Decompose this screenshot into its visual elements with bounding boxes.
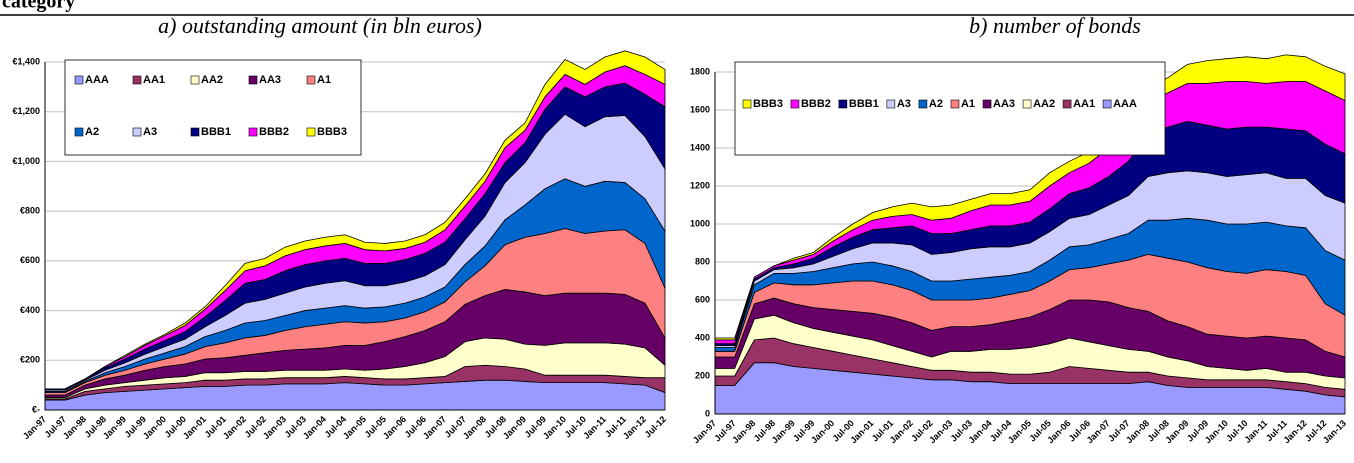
legend-label: A1 bbox=[961, 98, 975, 110]
legend-label: BBB1 bbox=[849, 98, 879, 110]
legend-label: A3 bbox=[897, 98, 911, 110]
y-tick-label: 0 bbox=[705, 408, 710, 418]
x-tick-label: Jan-97 bbox=[21, 414, 48, 441]
legend-swatch bbox=[886, 99, 896, 109]
legend-label: AAA bbox=[85, 74, 109, 86]
legend-label: AA1 bbox=[1073, 98, 1095, 110]
legend-swatch bbox=[1022, 99, 1032, 109]
y-tick-label: 1400 bbox=[690, 142, 710, 152]
legend-swatch bbox=[838, 99, 848, 109]
legend-swatch bbox=[982, 99, 992, 109]
legend-label: A2 bbox=[85, 126, 99, 138]
x-tick-label: Jan-11 bbox=[581, 414, 608, 441]
legend-label: AA2 bbox=[1033, 98, 1055, 110]
legend-swatch bbox=[132, 75, 142, 85]
area bbox=[714, 54, 1346, 341]
x-tick-label: Jan-97 bbox=[691, 418, 718, 445]
legend-label: A3 bbox=[143, 126, 157, 138]
y-tick-label: 200 bbox=[695, 370, 710, 380]
legend-label: A1 bbox=[317, 74, 331, 86]
legend-swatch bbox=[248, 75, 258, 85]
legend-swatch bbox=[1102, 99, 1112, 109]
legend-swatch bbox=[918, 99, 928, 109]
y-tick-label: 1800 bbox=[690, 66, 710, 76]
legend-swatch bbox=[190, 127, 200, 137]
legend-swatch bbox=[1062, 99, 1072, 109]
y-tick-label: 600 bbox=[695, 294, 710, 304]
y-tick-label: €400 bbox=[20, 305, 40, 315]
legend-swatch bbox=[190, 75, 200, 85]
legend-label: AA2 bbox=[201, 74, 223, 86]
legend-swatch bbox=[306, 75, 316, 85]
y-tick-label: €1,200 bbox=[12, 106, 40, 116]
y-tick-label: €- bbox=[32, 404, 40, 414]
y-tick-label: 1000 bbox=[690, 218, 710, 228]
legend-swatch bbox=[950, 99, 960, 109]
legend-swatch bbox=[74, 127, 84, 137]
y-tick-label: €200 bbox=[20, 355, 40, 365]
legend-label: BBB3 bbox=[317, 126, 347, 138]
chart-title: b) number of bonds bbox=[969, 13, 1141, 38]
y-tick-label: €1,000 bbox=[12, 156, 40, 166]
y-tick-label: 800 bbox=[695, 256, 710, 266]
legend-box bbox=[734, 61, 1166, 156]
area bbox=[45, 50, 666, 390]
chart-title: a) outstanding amount (in bln euros) bbox=[158, 13, 482, 38]
legend-label: AA3 bbox=[259, 74, 281, 86]
legend-swatch bbox=[742, 99, 752, 109]
y-tick-label: 400 bbox=[695, 332, 710, 342]
legend-label: AA1 bbox=[143, 74, 165, 86]
legend-label: BBB3 bbox=[753, 98, 783, 110]
y-tick-label: €800 bbox=[20, 206, 40, 216]
x-tick-label: Jul-12 bbox=[643, 414, 668, 439]
legend-label: AA3 bbox=[993, 98, 1015, 110]
header-fragment: category bbox=[2, 0, 75, 13]
y-tick-label: 1600 bbox=[690, 104, 710, 114]
legend-label: AAA bbox=[1113, 98, 1137, 110]
legend-label: BBB1 bbox=[201, 126, 231, 138]
y-tick-label: €1,400 bbox=[12, 56, 40, 66]
legend-swatch bbox=[306, 127, 316, 137]
legend-swatch bbox=[132, 127, 142, 137]
legend-swatch bbox=[248, 127, 258, 137]
legend-label: BBB2 bbox=[259, 126, 289, 138]
legend-label: A2 bbox=[929, 98, 943, 110]
y-tick-label: €600 bbox=[20, 255, 40, 265]
legend-swatch bbox=[74, 75, 84, 85]
y-tick-label: 1200 bbox=[690, 180, 710, 190]
legend-label: BBB2 bbox=[801, 98, 831, 110]
legend-swatch bbox=[790, 99, 800, 109]
